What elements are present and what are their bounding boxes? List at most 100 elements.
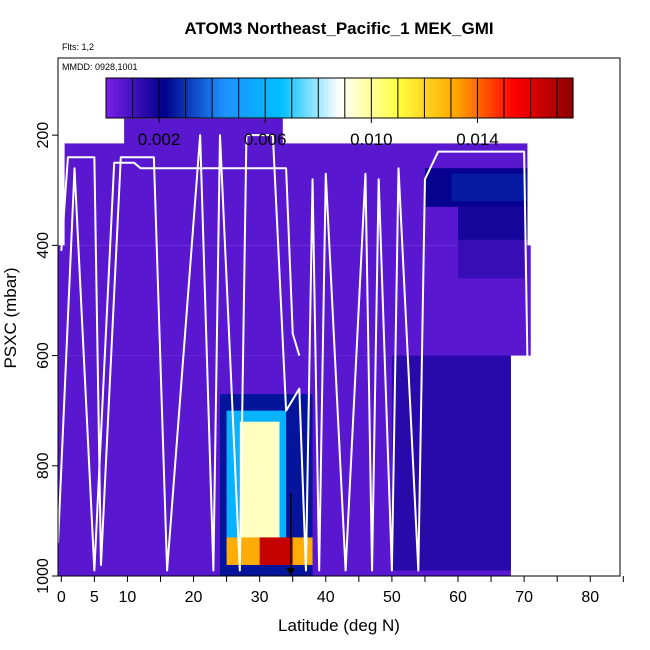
colorbar-segment-9 [141, 78, 146, 118]
colorbar-segment-100 [495, 78, 500, 118]
colorbar-segment-14 [160, 78, 165, 118]
colorbar-segment-58 [331, 78, 337, 118]
colorbar-segment-90 [456, 78, 461, 118]
flight-profile-layer [57, 134, 532, 572]
colorbar-segment-105 [514, 78, 520, 118]
colorbar-segment-98 [487, 78, 492, 118]
colorbar-segment-10 [144, 78, 150, 118]
colorbar-segment-81 [421, 78, 426, 118]
colorbar-segment-74 [393, 78, 399, 118]
colorbar-frame [105, 77, 574, 119]
colorbar-segment-38 [253, 78, 259, 118]
colorbar-segment-106 [518, 78, 524, 118]
colorbar-segment-50 [300, 78, 306, 118]
colorbar-segment-11 [148, 78, 154, 118]
colorbar-segment-116 [557, 78, 562, 118]
heatmap-cell-6 [458, 206, 528, 240]
heatmap-layer [58, 118, 531, 576]
colorbar-segment-108 [526, 78, 531, 118]
colorbar-segment-56 [323, 78, 329, 118]
colorbar-segment-93 [467, 78, 473, 118]
colorbar-segment-73 [390, 78, 395, 118]
colorbar-segment-70 [378, 78, 383, 118]
colorbar-segment-66 [362, 78, 368, 118]
colorbar-segment-47 [288, 78, 294, 118]
y-tick-label: 400 [35, 232, 52, 259]
x-tick-label: 50 [383, 589, 401, 606]
colorbar-segment-6 [129, 78, 134, 118]
colorbar-segment-40 [261, 78, 267, 118]
heatmap-cell-11 [239, 421, 280, 549]
colorbar-segment-97 [483, 78, 488, 118]
colorbar-segment-85 [436, 78, 442, 118]
colorbar-segment-114 [549, 78, 555, 118]
colorbar-segment-3 [117, 78, 123, 118]
heatmap-cell-8 [391, 355, 511, 571]
chart-title: ATOM3 Northeast_Pacific_1 MEK_GMI [184, 19, 493, 38]
colorbar-segment-30 [222, 78, 228, 118]
colorbar-segment-37 [249, 78, 255, 118]
colorbar-segment-119 [569, 78, 574, 118]
colorbar-segment-26 [207, 78, 212, 118]
colorbar-segment-25 [203, 78, 208, 118]
colorbar-segment-22 [191, 78, 197, 118]
colorbar-tick-label: 0.006 [244, 130, 287, 149]
colorbar-segment-76 [401, 78, 407, 118]
colorbar-segment-5 [125, 78, 130, 118]
x-tick-label: 0 [57, 589, 66, 606]
colorbar: 0.002 0.006 0.010 0.014 [105, 77, 574, 149]
colorbar-segment-45 [281, 78, 286, 118]
y-tick-label: 600 [35, 342, 52, 369]
colorbar-segment-1 [109, 78, 115, 118]
colorbar-segment-59 [335, 78, 341, 118]
colorbar-segment-8 [137, 78, 142, 118]
colorbar-segment-31 [226, 78, 232, 118]
colorbar-segment-91 [460, 78, 465, 118]
x-tick-label: 70 [515, 589, 533, 606]
colorbar-segment-113 [545, 78, 551, 118]
colorbar-segment-33 [234, 78, 239, 118]
colorbar-segment-63 [351, 78, 356, 118]
colorbar-tick-label: 0.014 [456, 130, 499, 149]
colorbar-tick-label: 0.010 [350, 130, 393, 149]
arrow-head [286, 568, 295, 576]
colorbar-segment-55 [320, 78, 325, 118]
colorbar-segment-84 [432, 78, 438, 118]
colorbar-segment-78 [409, 78, 415, 118]
flights-label: Flts: 1,2 [62, 42, 94, 52]
colorbar-segment-28 [214, 78, 220, 118]
colorbar-segment-96 [479, 78, 485, 118]
x-tick-label: 30 [251, 589, 269, 606]
x-tick-label: 5 [90, 589, 99, 606]
colorbar-tick-label: 0.002 [138, 130, 181, 149]
colorbar-segment-71 [382, 78, 387, 118]
flight-profile-flight-2 [57, 161, 301, 572]
colorbar-segment-4 [121, 78, 127, 118]
colorbar-segment-111 [537, 78, 543, 118]
colorbar-segment-77 [405, 78, 411, 118]
colorbar-segment-36 [246, 78, 251, 118]
colorbar-segment-89 [452, 78, 457, 118]
colorbar-segment-112 [541, 78, 547, 118]
colorbar-segment-103 [506, 78, 512, 118]
flight-profile-flight-1 [60, 134, 532, 572]
colorbar-segment-43 [273, 78, 278, 118]
colorbar-segment-101 [499, 78, 504, 118]
y-tick-label: 800 [35, 452, 52, 479]
colorbar-segment-51 [304, 78, 309, 118]
colorbar-segment-12 [152, 78, 158, 118]
colorbar-segment-64 [355, 78, 360, 118]
colorbar-segment-34 [238, 78, 243, 118]
colorbar-segment-18 [176, 78, 181, 118]
colorbar-segment-41 [265, 78, 271, 118]
heatmap-cell-7 [458, 239, 525, 279]
colorbar-segment-69 [374, 78, 380, 118]
colorbar-segment-17 [172, 78, 177, 118]
y-tick-label: 1000 [35, 558, 52, 594]
axes: 0 5 10 20 30 40 50 60 70 80 200 400 600 800 1000 [35, 57, 624, 606]
colorbar-segment-46 [285, 78, 290, 118]
colorbar-segment-110 [534, 78, 539, 118]
arrow-marker-layer [286, 493, 295, 576]
x-axis-label: Latitude (deg N) [278, 616, 400, 635]
